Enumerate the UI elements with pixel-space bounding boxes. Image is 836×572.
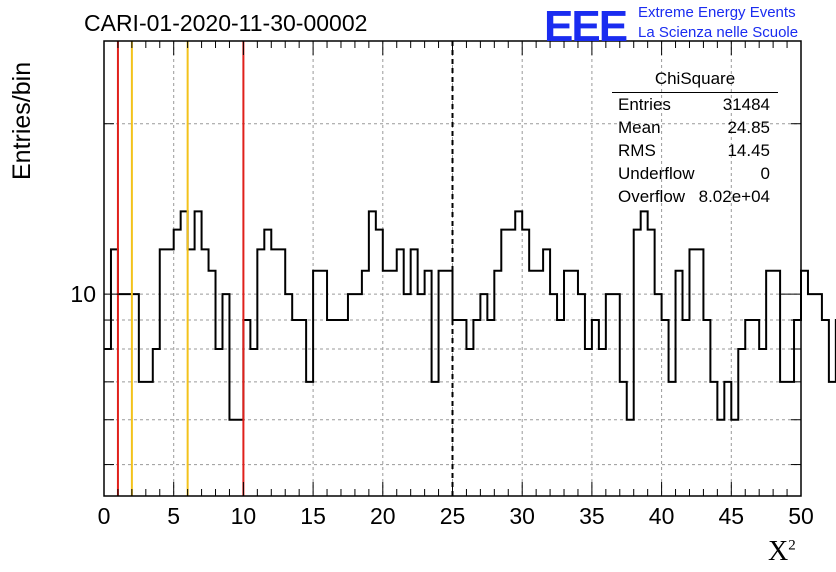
- vertical-lines-layer: [116, 41, 454, 496]
- histogram-layer: [104, 210, 836, 421]
- x-tick-label: 45: [719, 503, 745, 529]
- x-axis-label-superscript: 2: [788, 537, 796, 554]
- stat-label: Mean: [618, 118, 661, 137]
- stat-label: Entries: [618, 95, 671, 114]
- x-tick-label: 10: [231, 503, 257, 529]
- x-axis-label: X2: [768, 536, 796, 568]
- x-tick-label: 30: [509, 503, 535, 529]
- chart-title: CARI-01-2020-11-30-00002: [84, 10, 368, 36]
- stat-value: 8.02e+04: [698, 187, 770, 206]
- x-tick-label: 20: [370, 503, 396, 529]
- stats-title: ChiSquare: [612, 66, 778, 93]
- x-tick-label: 25: [440, 503, 466, 529]
- stat-label: RMS: [618, 141, 656, 160]
- stat-label: Underflow: [618, 164, 695, 183]
- histogram-series: [104, 210, 836, 421]
- x-tick-label: 15: [300, 503, 326, 529]
- eee-logo: EEE: [544, 2, 628, 51]
- y-axis-label: Entries/bin: [8, 61, 36, 180]
- x-axis-label-base: X: [768, 536, 789, 567]
- x-tick-label: 5: [167, 503, 180, 529]
- stat-value: 31484: [722, 95, 770, 114]
- stat-label: Overflow: [618, 187, 686, 206]
- stat-row-mean: Mean 24.85: [612, 116, 778, 139]
- stat-row-underflow: Underflow 0: [612, 162, 778, 185]
- axes-layer: 0 5 10 15 20 25 30 35 40 45 50 10: [70, 40, 814, 529]
- stat-value: 24.85: [727, 118, 770, 137]
- logo-line1: Extreme Energy Events: [638, 4, 796, 21]
- x-tick-label: 40: [649, 503, 675, 529]
- stat-row-entries: Entries 31484: [612, 93, 778, 116]
- x-tick-label: 0: [98, 503, 111, 529]
- stat-row-rms: RMS 14.45: [612, 139, 778, 162]
- stats-box: ChiSquare Entries 31484 Mean 24.85 RMS 1…: [612, 66, 778, 208]
- logo-line2: La Scienza nelle Scuole: [638, 24, 799, 41]
- stat-value: 14.45: [727, 141, 770, 160]
- x-tick-label: 35: [579, 503, 605, 529]
- y-tick-label: 10: [70, 281, 96, 307]
- stat-value: 0: [760, 164, 770, 183]
- x-tick-label: 50: [788, 503, 814, 529]
- stat-row-overflow: Overflow 8.02e+04: [612, 185, 778, 208]
